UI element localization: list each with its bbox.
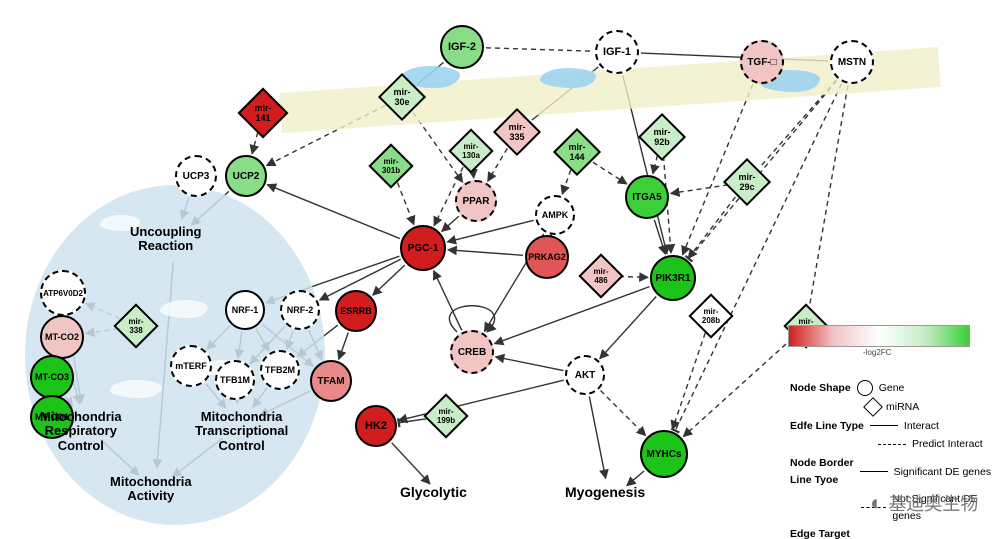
legend-sig: Significant DE genes bbox=[894, 464, 991, 481]
node-CREB: CREB bbox=[450, 330, 494, 374]
flow-uncoupling: Uncoupling Reaction bbox=[130, 225, 202, 254]
node-PRKAG2: PRKAG2 bbox=[525, 235, 569, 279]
node-mir-199b: mir-199b bbox=[423, 393, 468, 438]
legend-border-title: Node Border Line Tyoe bbox=[790, 455, 854, 489]
node-AKT: AKT bbox=[565, 355, 605, 395]
node-TFB2M: TFB2M bbox=[260, 350, 300, 390]
node-TFAM: TFAM bbox=[310, 360, 352, 402]
node-UCP3: UCP3 bbox=[175, 155, 217, 197]
node-ATP6V0D2: ATP6V0D2 bbox=[40, 270, 86, 316]
node-mir-144: mir-144 bbox=[553, 128, 601, 176]
node-mir-130a: mir-130a bbox=[448, 128, 493, 173]
node-PPAR: PPAR bbox=[455, 180, 497, 222]
colorbar bbox=[788, 325, 970, 347]
legend-arrow-title: Edge Target Arrow Sha bbox=[790, 526, 850, 539]
node-mir-486: mir-486 bbox=[578, 253, 623, 298]
gene-icon bbox=[857, 380, 873, 396]
flow-glycolytic: Glycolytic bbox=[400, 485, 467, 500]
mirna-icon bbox=[863, 397, 883, 417]
flow-mito-resp: Mitochondria Respiratory Control bbox=[40, 410, 122, 453]
colorbar-label: -log2FC bbox=[863, 348, 891, 357]
legend-mirna: miRNA bbox=[886, 399, 919, 416]
watermark: ◐ 基迪奥生物 bbox=[870, 490, 978, 516]
node-MT-CO3: MT-CO3 bbox=[30, 355, 74, 399]
legend-interact: Interact bbox=[904, 418, 939, 435]
node-ITGA5: ITGA5 bbox=[625, 175, 669, 219]
node-mir-301b: mir-301b bbox=[368, 143, 413, 188]
network-diagram: { "size": {"w":1000,"h":539}, "colors": … bbox=[0, 0, 1000, 539]
node-MT-CO2: MT-CO2 bbox=[40, 315, 84, 359]
node-IGF-2: IGF-2 bbox=[440, 25, 484, 69]
promote-arrow-icon: → bbox=[856, 535, 884, 539]
legend-node-shape-title: Node Shape bbox=[790, 380, 851, 397]
flow-mito-trans: Mitochondria Transcriptional Control bbox=[195, 410, 288, 453]
node-TFB1M: TFB1M bbox=[215, 360, 255, 400]
node-MSTN: MSTN bbox=[830, 40, 874, 84]
solid-line-icon bbox=[870, 425, 898, 426]
dashed-line-icon bbox=[878, 444, 906, 445]
node-NRF-2: NRF-2 bbox=[280, 290, 320, 330]
flow-mito-act: Mitochondria Activity bbox=[110, 475, 192, 504]
watermark-text: 基迪奥生物 bbox=[888, 494, 978, 514]
node-mir-92b: mir-92b bbox=[638, 113, 686, 161]
legend-gene: Gene bbox=[879, 380, 905, 397]
legend-predict: Predict Interact bbox=[912, 436, 983, 453]
node-UCP2: UCP2 bbox=[225, 155, 267, 197]
node-ESRRB: ESRRB bbox=[335, 290, 377, 332]
legend-promote: Promote bbox=[890, 535, 930, 539]
solid-border-icon bbox=[860, 471, 888, 472]
node-MYHCs: MYHCs bbox=[640, 430, 688, 478]
node-NRF-1: NRF-1 bbox=[225, 290, 265, 330]
node-PGC-1: PGC-1 bbox=[400, 225, 446, 271]
node-HK2: HK2 bbox=[355, 405, 397, 447]
node-AMPK: AMPK bbox=[535, 195, 575, 235]
node-mTERF: mTERF bbox=[170, 345, 212, 387]
legend-edge-title: Edfe Line Type bbox=[790, 418, 864, 435]
flow-myogenesis: Myogenesis bbox=[565, 485, 645, 500]
wechat-icon: ◐ bbox=[870, 490, 883, 515]
node-IGF-1: IGF-1 bbox=[595, 30, 639, 74]
node-TGF: TGF-□ bbox=[740, 40, 784, 84]
node-mir-29c: mir-29c bbox=[723, 158, 771, 206]
node-mir-208b: mir-208b bbox=[688, 293, 733, 338]
node-PIK3R1: PIK3R1 bbox=[650, 255, 696, 301]
